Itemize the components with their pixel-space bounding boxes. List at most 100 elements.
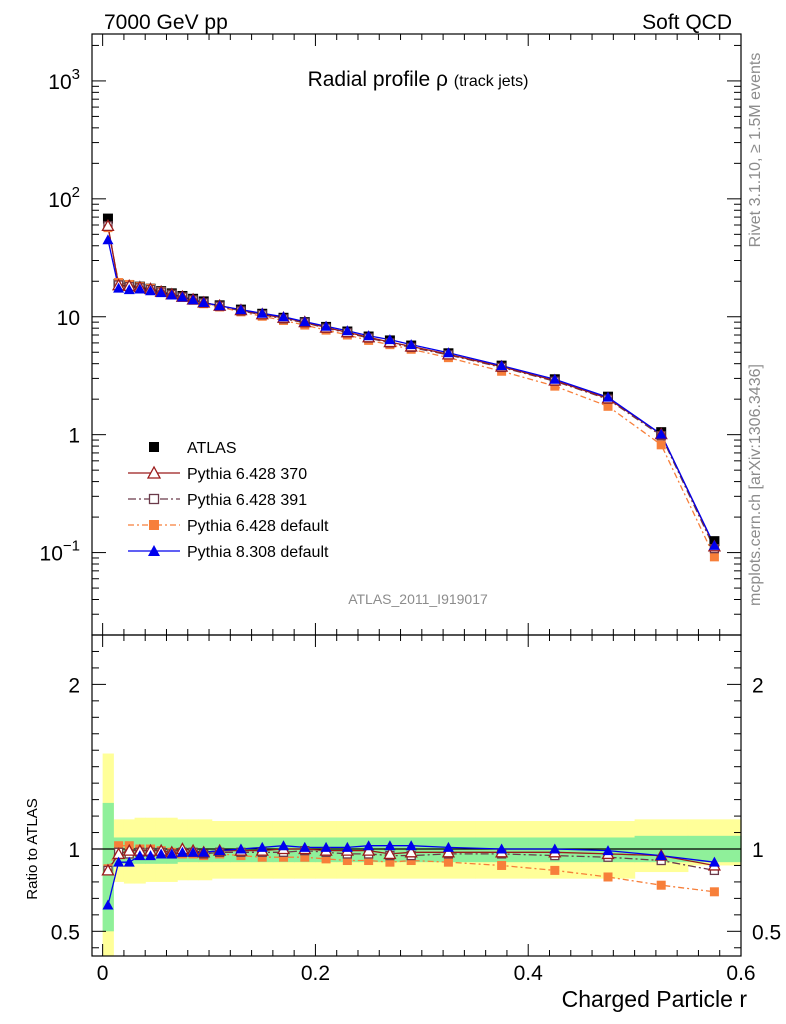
ratio-point-p8 <box>113 856 125 867</box>
data-point-p8 <box>708 539 720 550</box>
data-point-pdefault <box>603 401 613 411</box>
main-y-tick-label-base: 10 <box>57 307 80 330</box>
data-point-p8 <box>405 339 417 350</box>
ratio-y-tick-label: 2 <box>68 674 80 697</box>
main-y-tick-label-exponent: −1 <box>63 538 80 555</box>
data-point-p8 <box>145 285 157 296</box>
data-point-p8 <box>256 307 268 318</box>
y-axis-title-ratio: Ratio to ATLAS <box>24 798 41 899</box>
data-point-p8 <box>299 316 311 327</box>
ratio-point-p8 <box>145 850 157 861</box>
mcplots-reference-label: mcplots.cern.ch [arXiv:1306.3436] <box>747 364 764 606</box>
x-axis-title: Charged Particle r <box>562 986 748 1012</box>
ratio-point-p8 <box>214 845 226 856</box>
header-right-label: Soft QCD <box>642 11 732 34</box>
data-point-pdefault <box>656 440 666 450</box>
ratio-point-pdefault <box>497 860 507 870</box>
rivet-version-label: Rivet 3.1.10, ≥ 1.5M events <box>747 53 764 248</box>
data-point-p8 <box>113 282 125 293</box>
legend-marker-atlas <box>149 442 159 452</box>
ratio-point-p8 <box>496 843 508 854</box>
data-point-p8 <box>235 304 247 315</box>
ratio-point-p370 <box>122 843 136 856</box>
legend-label-p8: Pythia 8.308 default <box>187 544 329 561</box>
legend-label-pdefault: Pythia 6.428 default <box>187 518 329 535</box>
legend-label-p370: Pythia 6.428 370 <box>187 466 307 483</box>
ratio-y-tick-label: 0.5 <box>51 921 80 944</box>
ratio-y-tick-label-right: 2 <box>752 674 764 697</box>
ratio-point-p8 <box>655 850 667 861</box>
ratio-point-p8 <box>166 848 178 859</box>
ratio-point-pdefault <box>114 841 124 851</box>
ratio-point-pdefault <box>656 880 666 890</box>
data-point-p8 <box>320 320 332 331</box>
data-point-p8 <box>442 347 454 358</box>
ratio-point-p8 <box>176 846 188 857</box>
ratio-point-p8 <box>134 850 146 861</box>
ratio-point-p8 <box>405 840 417 851</box>
ratio-point-p370 <box>101 863 115 876</box>
data-point-p8 <box>549 373 561 384</box>
ratio-point-pdefault <box>443 857 453 867</box>
ratio-point-pdefault <box>406 856 416 866</box>
main-y-tick-label-base: 1 <box>68 425 80 448</box>
legend-marker-p8 <box>148 545 160 556</box>
x-tick-label: 0 <box>97 962 109 985</box>
data-point-p370 <box>101 219 115 232</box>
ratio-point-pdefault <box>603 872 613 882</box>
ratio-point-p8 <box>235 843 247 854</box>
data-point-pdefault <box>550 381 560 391</box>
ratio-point-p8 <box>320 841 332 852</box>
header-left-label: 7000 GeV pp <box>104 11 228 34</box>
chart-title-text: Radial profile <box>308 68 436 91</box>
data-point-p8 <box>278 311 290 322</box>
data-point-p8 <box>166 289 178 300</box>
ratio-point-p8 <box>363 840 375 851</box>
ratio-point-p8 <box>278 840 290 851</box>
data-point-p8 <box>341 325 353 336</box>
ratio-point-p8 <box>384 840 396 851</box>
main-y-tick-label-base: 10 <box>48 189 71 212</box>
ratio-point-p8 <box>299 841 311 852</box>
main-y-tick-label: 10−1 <box>40 538 80 566</box>
ratio-point-p8 <box>442 841 454 852</box>
data-point-p8 <box>134 283 146 294</box>
main-y-tick-label-base: 10 <box>40 543 63 566</box>
ratio-point-pdefault <box>257 852 267 862</box>
main-y-tick-label-exponent: 2 <box>72 184 80 201</box>
ratio-y-tick-label: 1 <box>68 839 80 862</box>
ratio-y-tick-label-right: 0.5 <box>752 921 781 944</box>
ratio-point-p8 <box>198 846 210 857</box>
ratio-point-pdefault <box>709 887 719 897</box>
data-point-p8 <box>198 297 210 308</box>
ratio-frame <box>91 634 742 957</box>
data-point-p8 <box>655 428 667 439</box>
x-tick-label: 0.6 <box>726 962 755 985</box>
ratio-point-p8 <box>187 846 199 857</box>
ratio-point-p8 <box>341 841 353 852</box>
data-point-p8 <box>384 334 396 345</box>
data-point-p8 <box>187 294 199 305</box>
series-line-pdefault <box>107 227 715 558</box>
legend-marker-pdefault <box>149 520 159 530</box>
data-point-p8 <box>602 391 614 402</box>
legend-label-atlas: ATLAS <box>187 440 237 457</box>
data-point-p8 <box>176 291 188 302</box>
data-point-p8 <box>496 360 508 371</box>
data-point-p8 <box>214 300 226 311</box>
legend-label-p391: Pythia 6.428 391 <box>187 492 307 509</box>
analysis-id-label: ATLAS_2011_I919017 <box>348 591 488 607</box>
data-point-p8 <box>155 287 167 298</box>
ratio-point-pdefault <box>342 856 352 866</box>
main-y-tick-label: 103 <box>48 66 80 94</box>
ratio-point-pdefault <box>385 857 395 867</box>
ratio-point-p8 <box>123 856 135 867</box>
data-point-atlas <box>102 213 113 224</box>
ratio-point-p370 <box>383 847 397 860</box>
ratio-point-p370 <box>404 845 418 858</box>
legend-marker-p391 <box>148 493 160 505</box>
ratio-point-p8 <box>256 841 268 852</box>
data-point-pdefault <box>709 552 719 562</box>
